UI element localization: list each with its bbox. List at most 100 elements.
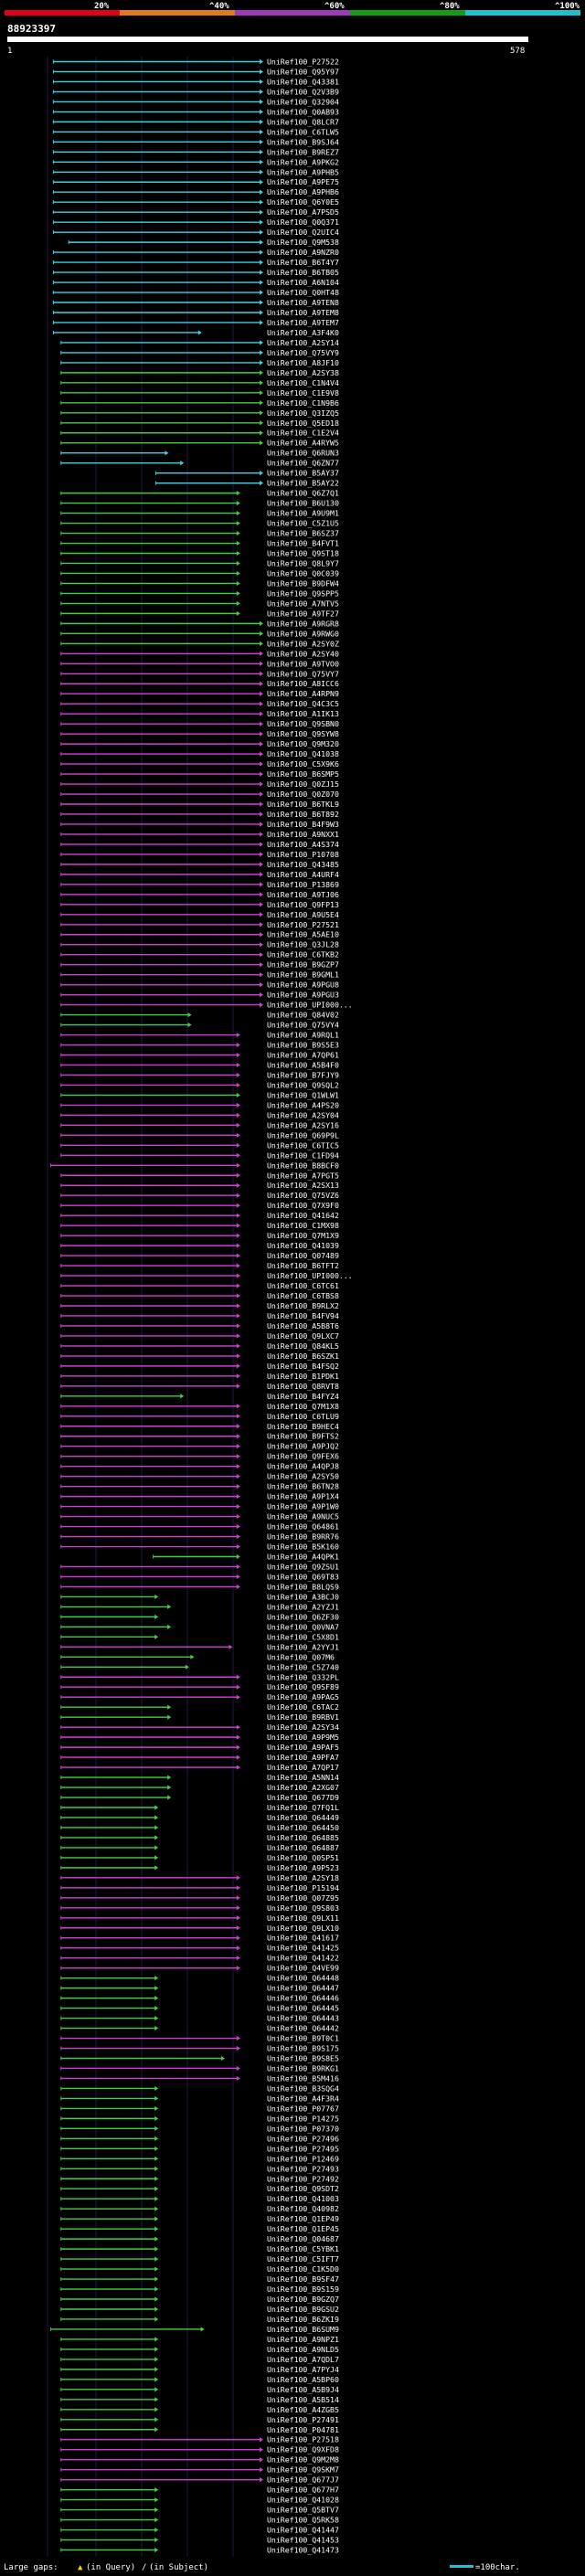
hit-id-label[interactable]: UniRef100_Q0Q371 [267,217,339,227]
hit-row[interactable]: UniRef100_C5Z740 [60,1662,339,1671]
hit-row[interactable]: UniRef100_A9TJ06 [60,890,339,899]
hit-row[interactable]: UniRef100_B9REZ7 [52,147,339,156]
hit-row[interactable]: UniRef100_Q2UIC4 [52,228,339,237]
hit-id-label[interactable]: UniRef100_P27493 [267,2164,339,2173]
hit-row[interactable]: UniRef100_A4QPK1 [153,1552,339,1561]
hit-id-label[interactable]: UniRef100_B4FYZ4 [267,1392,339,1401]
hit-id-label[interactable]: UniRef100_B7FJY9 [267,1070,339,1079]
hit-id-label[interactable]: UniRef100_A9PGU3 [267,991,339,1000]
hit-id-label[interactable]: UniRef100_Q7FQ1L [267,1803,339,1812]
hit-id-label[interactable]: UniRef100_Q5BTV7 [267,2506,339,2515]
hit-id-label[interactable]: UniRef100_Q9SYW8 [267,729,339,738]
hit-id-label[interactable]: UniRef100_Q2V3B9 [267,87,339,96]
hit-row[interactable]: UniRef100_Q0HT48 [52,288,339,297]
hit-row[interactable]: UniRef100_C1K5D0 [60,2264,339,2274]
hit-row[interactable]: UniRef100_Q64448 [60,1974,339,1983]
hit-id-label[interactable]: UniRef100_B9GML1 [267,970,339,980]
hit-row[interactable]: UniRef100_Q2V3B9 [52,87,339,96]
hit-id-label[interactable]: UniRef100_B6U130 [267,499,339,508]
hit-row[interactable]: UniRef100_C5X9K6 [60,759,339,769]
hit-id-label[interactable]: UniRef100_A9P9M5 [267,1733,339,1742]
hit-id-label[interactable]: UniRef100_A9PHB5 [267,167,339,176]
hit-row[interactable]: UniRef100_A2SY40 [60,649,339,658]
hit-id-label[interactable]: UniRef100_Q4VE99 [267,1964,339,1973]
hit-id-label[interactable]: UniRef100_Q1EP49 [267,2214,339,2223]
hit-row[interactable]: UniRef100_Q0C039 [60,568,339,578]
hit-row[interactable]: UniRef100_B6ZKI9 [60,2315,339,2324]
hit-row[interactable]: UniRef100_Q64450 [60,1823,339,1832]
hit-id-label[interactable]: UniRef100_C5YBK1 [267,2244,339,2253]
hit-id-label[interactable]: UniRef100_Q41039 [267,1241,339,1250]
hit-row[interactable]: UniRef100_P07370 [60,2124,339,2133]
hit-id-label[interactable]: UniRef100_Q64887 [267,1843,339,1852]
hit-id-label[interactable]: UniRef100_Q64445 [267,2004,339,2013]
hit-id-label[interactable]: UniRef100_B9RKG1 [267,2063,339,2072]
hit-row[interactable]: UniRef100_Q41003 [60,2194,339,2203]
hit-row[interactable]: UniRef100_Q64443 [60,2014,339,2023]
hit-id-label[interactable]: UniRef100_P27495 [267,2144,339,2153]
hit-id-label[interactable]: UniRef100_Q3IZQ5 [267,408,339,418]
hit-row[interactable]: UniRef100_B1PDK1 [60,1372,339,1381]
hit-id-label[interactable]: UniRef100_B9FTS2 [267,1432,339,1441]
hit-id-label[interactable]: UniRef100_A2SY38 [267,368,339,377]
hit-row[interactable]: UniRef100_A5B8T6 [60,1321,339,1330]
hit-row[interactable]: UniRef100_B9RBV1 [60,1712,339,1722]
hit-id-label[interactable]: UniRef100_C6TKB2 [267,950,339,959]
hit-row[interactable]: UniRef100_A9U9M1 [60,509,339,518]
hit-row[interactable]: UniRef100_P14275 [60,2114,339,2123]
hit-id-label[interactable]: UniRef100_P07370 [267,2124,339,2133]
hit-row[interactable]: UniRef100_Q1EP49 [60,2214,339,2223]
hit-id-label[interactable]: UniRef100_A9PJQ2 [267,1442,339,1451]
hit-id-label[interactable]: UniRef100_A9RWG0 [267,629,339,638]
hit-row[interactable]: UniRef100_Q3IZQ5 [60,408,339,418]
hit-row[interactable]: UniRef100_C5YBK1 [60,2244,339,2253]
hit-id-label[interactable]: UniRef100_A2SY14 [267,338,339,347]
hit-id-label[interactable]: UniRef100_Q6ZF30 [267,1612,339,1621]
hit-id-label[interactable]: UniRef100_B4FSQ2 [267,1362,339,1371]
hit-id-label[interactable]: UniRef100_Q0C039 [267,568,339,578]
hit-id-label[interactable]: UniRef100_Q6Y0E5 [267,197,339,207]
hit-id-label[interactable]: UniRef100_A7PGT5 [267,1171,339,1180]
hit-id-label[interactable]: UniRef100_P27518 [267,2435,339,2444]
hit-id-label[interactable]: UniRef100_Q64449 [267,1813,339,1822]
hit-id-label[interactable]: UniRef100_P27496 [267,2134,339,2143]
hit-id-label[interactable]: UniRef100_A6N104 [267,278,339,287]
hit-id-label[interactable]: UniRef100_Q64446 [267,1994,339,2003]
hit-id-label[interactable]: UniRef100_Q9SF89 [267,1682,339,1691]
hit-row[interactable]: UniRef100_B6TB05 [52,268,339,277]
hit-row[interactable]: UniRef100_Q0Q371 [52,217,339,227]
hit-id-label[interactable]: UniRef100_A9U5E4 [267,910,339,919]
hit-row[interactable]: UniRef100_B9SF47 [60,2274,339,2284]
hit-id-label[interactable]: UniRef100_Q4C3C5 [267,699,339,708]
hit-id-label[interactable]: UniRef100_Q0AB93 [267,107,339,116]
hit-id-label[interactable]: UniRef100_P04781 [267,2425,339,2434]
hit-row[interactable]: UniRef100_A5B9J4 [60,2385,339,2394]
hit-id-label[interactable]: UniRef100_A9NLD5 [267,2345,339,2354]
hit-row[interactable]: UniRef100_A9NLD5 [60,2345,339,2354]
hit-row[interactable]: UniRef100_Q9ST18 [60,549,339,558]
hit-id-label[interactable]: UniRef100_Q9LX11 [267,1913,339,1923]
hit-id-label[interactable]: UniRef100_Q1WLW1 [267,1090,339,1099]
hit-id-label[interactable]: UniRef100_Q5RK58 [267,2516,339,2525]
hit-row[interactable]: UniRef100_Q64442 [60,2024,339,2033]
hit-id-label[interactable]: UniRef100_C6TLW5 [267,127,339,136]
hit-id-label[interactable]: UniRef100_B4FVT1 [267,539,339,548]
hit-id-label[interactable]: UniRef100_Q0VNA7 [267,1622,339,1631]
hit-id-label[interactable]: UniRef100_Q75VY4 [267,1021,339,1030]
hit-id-label[interactable]: UniRef100_Q07Z95 [267,1893,339,1903]
hit-id-label[interactable]: UniRef100_A4QPJ8 [267,1462,339,1471]
hit-row[interactable]: UniRef100_B6SMP5 [60,769,339,779]
hit-row[interactable]: UniRef100_A5NN14 [60,1773,339,1782]
hit-id-label[interactable]: UniRef100_A7PSD5 [267,207,339,217]
hit-id-label[interactable]: UniRef100_A9PHB6 [267,187,339,196]
hit-row[interactable]: UniRef100_A2SY38 [60,368,339,377]
hit-id-label[interactable]: UniRef100_B9S8E5 [267,2053,339,2062]
hit-id-label[interactable]: UniRef100_Q41003 [267,2194,339,2203]
hit-row[interactable]: UniRef100_B9GZQ7 [60,2295,339,2304]
hit-id-label[interactable]: UniRef100_A9TEN8 [267,298,339,307]
hit-row[interactable]: UniRef100_B7FJY9 [60,1070,339,1079]
hit-row[interactable]: UniRef100_A4RPN9 [60,689,339,698]
hit-id-label[interactable]: UniRef100_Q43381 [267,77,339,86]
hit-id-label[interactable]: UniRef100_Q7M1X8 [267,1402,339,1411]
hit-row[interactable]: UniRef100_A4ZGB5 [60,2405,339,2414]
